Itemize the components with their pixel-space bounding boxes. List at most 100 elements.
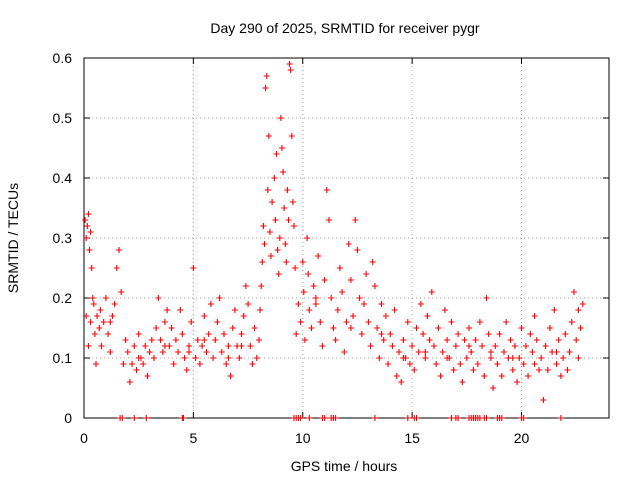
data-point <box>350 313 357 319</box>
data-point <box>376 355 383 361</box>
data-point <box>312 295 319 301</box>
data-point <box>245 301 252 307</box>
data-point <box>332 415 339 421</box>
data-point <box>406 361 413 367</box>
data-point <box>221 331 227 337</box>
data-point <box>292 265 299 271</box>
data-point <box>236 355 243 361</box>
x-tick-label: 20 <box>514 430 530 446</box>
data-point <box>266 229 273 235</box>
data-point <box>417 301 424 307</box>
data-point <box>100 319 107 325</box>
data-point <box>227 373 234 379</box>
data-point <box>260 223 267 229</box>
data-point <box>457 361 464 367</box>
data-point <box>409 343 416 349</box>
data-point <box>301 337 308 343</box>
data-point <box>282 241 289 247</box>
data-point <box>396 349 402 355</box>
data-point <box>398 379 405 385</box>
data-point <box>575 307 582 313</box>
data-point <box>269 199 276 205</box>
data-point <box>439 349 446 355</box>
data-point <box>315 253 322 259</box>
data-point <box>205 331 212 337</box>
data-point <box>553 349 560 355</box>
data-point <box>109 313 116 319</box>
data-point <box>518 325 525 331</box>
data-point <box>297 319 304 325</box>
data-point <box>387 331 394 337</box>
data-point <box>262 85 269 91</box>
data-point <box>562 331 569 337</box>
data-point <box>317 319 324 325</box>
data-point <box>203 349 210 355</box>
data-point <box>393 373 400 379</box>
plot-frame <box>83 57 610 419</box>
data-point <box>148 337 155 343</box>
data-point <box>490 385 497 391</box>
y-tick-label: 0.3 <box>53 230 73 246</box>
data-point <box>257 307 264 313</box>
data-point <box>415 349 422 355</box>
data-point <box>87 229 94 235</box>
data-point <box>426 337 433 343</box>
data-point <box>133 367 140 373</box>
data-point <box>256 337 262 343</box>
data-point <box>557 415 564 421</box>
data-point <box>371 283 378 289</box>
data-point <box>566 349 573 355</box>
data-point <box>540 397 547 403</box>
data-point <box>522 343 529 349</box>
data-point <box>411 367 418 373</box>
data-point <box>135 331 142 337</box>
data-point <box>225 355 232 361</box>
data-point <box>474 361 481 367</box>
data-point <box>468 349 475 355</box>
data-point <box>536 367 542 373</box>
data-point <box>284 187 291 193</box>
data-point <box>194 337 201 343</box>
data-point <box>238 343 245 349</box>
data-point <box>380 337 387 343</box>
data-point <box>175 349 182 355</box>
data-point <box>369 259 376 265</box>
data-point <box>328 295 335 301</box>
data-point <box>293 331 300 337</box>
data-point <box>334 307 341 313</box>
data-point <box>527 331 534 337</box>
data-point <box>319 343 326 349</box>
y-tick-label: 0.6 <box>53 50 73 66</box>
data-point <box>341 349 348 355</box>
data-point <box>347 277 354 283</box>
data-point <box>168 325 175 331</box>
data-point <box>84 223 91 229</box>
data-point <box>242 283 249 289</box>
data-point <box>210 355 217 361</box>
x-tick-label: 5 <box>189 430 197 446</box>
data-point <box>161 343 168 349</box>
data-point <box>86 247 93 253</box>
data-point <box>218 349 225 355</box>
data-point <box>279 145 285 151</box>
data-point <box>459 379 466 385</box>
chart-title: Day 290 of 2025, SRMTID for receiver pyg… <box>210 20 480 36</box>
data-point <box>374 325 381 331</box>
data-point <box>143 415 150 421</box>
data-point <box>135 355 142 361</box>
data-point <box>285 217 292 223</box>
data-point <box>371 415 378 421</box>
data-point <box>400 355 407 361</box>
data-point <box>124 349 131 355</box>
data-point <box>420 331 427 337</box>
data-point <box>265 133 272 139</box>
axis-ticks: 0 0.1 0.2 0.3 0.4 0.5 0.6 0 5 10 15 20 <box>53 50 609 446</box>
x-tick-label: 10 <box>295 430 311 446</box>
data-point <box>323 187 330 193</box>
data-point <box>433 361 440 367</box>
data-point <box>90 301 97 307</box>
data-point <box>181 355 188 361</box>
data-point <box>352 217 359 223</box>
data-point <box>466 343 472 349</box>
data-point <box>461 337 468 343</box>
